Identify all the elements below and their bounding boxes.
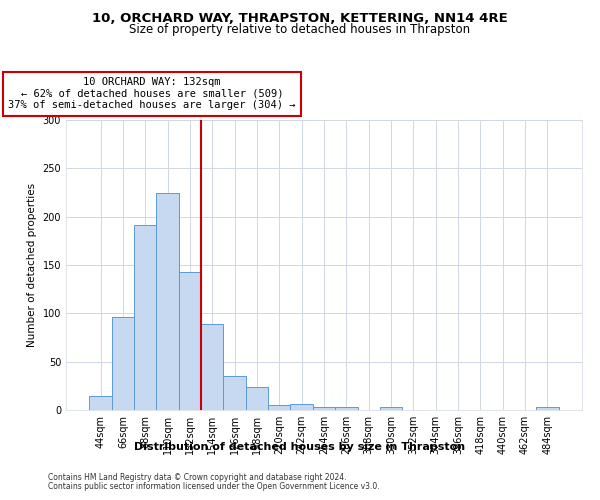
Bar (89, 396, 112, 410)
Text: Size of property relative to detached houses in Thrapston: Size of property relative to detached ho… (130, 22, 470, 36)
Bar (223, 376, 246, 410)
Text: 10, ORCHARD WAY, THRAPSTON, KETTERING, NN14 4RE: 10, ORCHARD WAY, THRAPSTON, KETTERING, N… (92, 12, 508, 26)
Text: Distribution of detached houses by size in Thrapston: Distribution of detached houses by size … (134, 442, 466, 452)
Bar (112, 317, 134, 410)
Bar (290, 404, 313, 410)
Bar (335, 407, 358, 410)
Bar (246, 387, 268, 410)
Y-axis label: Number of detached properties: Number of detached properties (27, 183, 37, 347)
Bar (134, 226, 157, 410)
Text: Contains public sector information licensed under the Open Government Licence v3: Contains public sector information licen… (48, 482, 380, 491)
Bar (268, 405, 290, 410)
Text: 10 ORCHARD WAY: 132sqm
← 62% of detached houses are smaller (509)
37% of semi-de: 10 ORCHARD WAY: 132sqm ← 62% of detached… (8, 77, 296, 110)
Bar (536, 407, 559, 410)
Text: Contains HM Land Registry data © Crown copyright and database right 2024.: Contains HM Land Registry data © Crown c… (48, 474, 347, 482)
Bar (380, 407, 402, 410)
Bar (201, 324, 223, 410)
Bar (313, 407, 335, 410)
Bar (179, 272, 201, 410)
Bar (157, 194, 179, 410)
